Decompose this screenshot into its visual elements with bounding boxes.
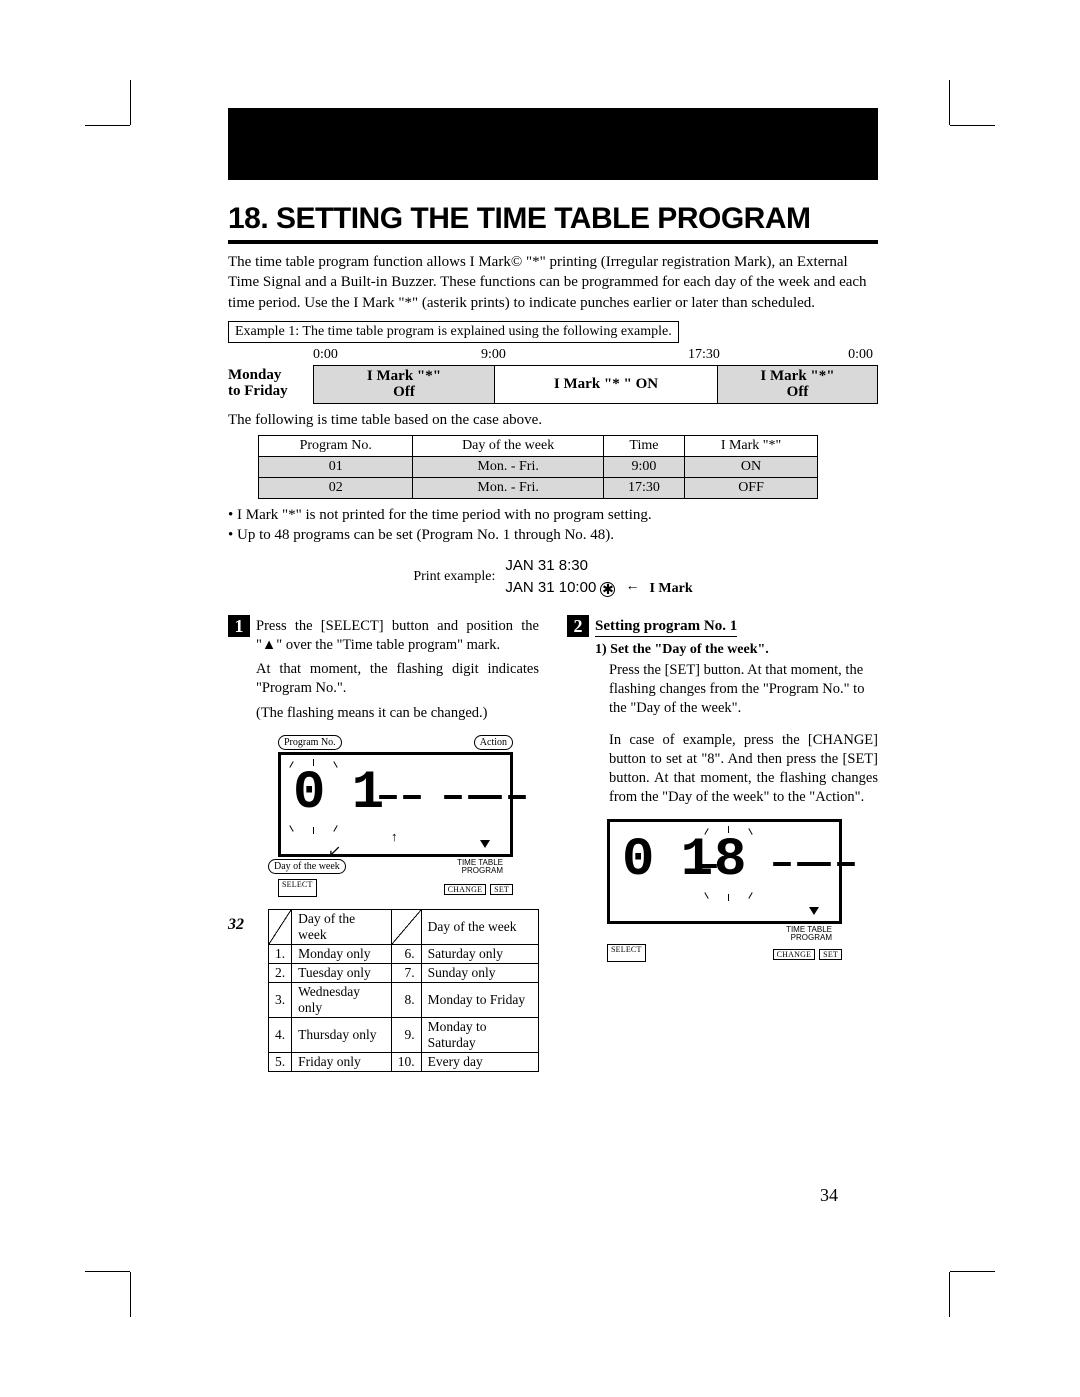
table-cell: 9:00 xyxy=(603,456,684,477)
step-number-badge: 1 xyxy=(228,615,250,637)
two-column-steps: 1 Press the [SELECT] button and position… xyxy=(228,617,878,1072)
step-number-badge: 2 xyxy=(567,615,589,637)
callout-oval: Program No. xyxy=(278,735,342,750)
select-button-label: SELECT xyxy=(278,879,317,897)
step-paragraph: In case of example, press the [CHANGE] b… xyxy=(609,731,878,806)
set-button-label: SET xyxy=(819,949,842,960)
table-caption: The following is time table based on the… xyxy=(228,412,878,429)
lcd-display: 0 1 –– –– –– ↑ xyxy=(278,752,513,857)
notes-list: • I Mark "*" is not printed for the time… xyxy=(228,505,878,546)
lcd-digits: 8 xyxy=(714,830,743,891)
step-paragraph: (The flashing means it can be changed.) xyxy=(256,704,539,723)
intro-paragraph: The time table program function allows I… xyxy=(228,252,878,313)
segment-off: I Mark "*" Off xyxy=(717,366,877,403)
table-header: Program No. xyxy=(259,435,413,456)
time-tick: 9:00 xyxy=(481,347,506,363)
table-cell: ON xyxy=(685,456,818,477)
callout-oval: Action xyxy=(474,735,513,750)
timeline-scale: 0:00 9:00 17:30 0:00 xyxy=(313,347,873,365)
time-tick: 17:30 xyxy=(688,347,720,363)
lcd-dash: –– xyxy=(481,775,529,820)
lcd-dash: –– xyxy=(810,842,858,887)
section-heading: 18. SETTING THE TIME TABLE PROGRAM xyxy=(228,202,878,236)
table-header: Time xyxy=(603,435,684,456)
page-frame: 18. SETTING THE TIME TABLE PROGRAM The t… xyxy=(108,78,978,1296)
segment-off: I Mark "*" Off xyxy=(314,366,494,403)
example-box: Example 1: The time table program is exp… xyxy=(228,321,679,343)
days-table: Day of the week Day of the week 1.Monday… xyxy=(268,909,539,1072)
table-cell: Mon. - Fri. xyxy=(413,456,603,477)
black-header-bar xyxy=(228,108,878,180)
substep-heading: 1) Set the "Day of the week". xyxy=(595,641,878,659)
heading-rule xyxy=(228,240,878,244)
step-paragraph: Press the [SELECT] button and position t… xyxy=(256,617,539,655)
lcd-illustration: Program No. Action 0 1 –– –– –– xyxy=(278,735,539,897)
time-tick: 0:00 xyxy=(313,347,338,363)
table-header: Day of the week xyxy=(292,909,392,944)
content-area: 18. SETTING THE TIME TABLE PROGRAM The t… xyxy=(228,108,878,1072)
change-button-label: CHANGE xyxy=(773,949,816,960)
note-item: • I Mark "*" is not printed for the time… xyxy=(228,505,878,525)
arrow-icon: ← xyxy=(625,579,639,595)
segment-on: I Mark "* " ON xyxy=(494,366,717,403)
step-paragraph: Press the [SET] button. At that moment, … xyxy=(609,661,878,718)
set-button-label: SET xyxy=(490,884,513,895)
step-2-column: 2 Setting program No. 1 1) Set the "Day … xyxy=(567,617,878,1072)
timeline-bar-row: Monday to Friday I Mark "*" Off I Mark "… xyxy=(228,365,878,404)
table-cell: 01 xyxy=(259,456,413,477)
program-table: Program No. Day of the week Time I Mark … xyxy=(258,435,818,499)
table-cell: OFF xyxy=(685,477,818,498)
star-icon: ✱ xyxy=(600,582,615,597)
callout-oval: Day of the week xyxy=(268,859,346,874)
table-header: Day of the week xyxy=(413,435,603,456)
diag-cell xyxy=(269,909,292,944)
lcd-illustration: 0 1 – 8 –– –– TIME TABLE xyxy=(607,819,878,962)
page-number-left: 32 xyxy=(228,916,244,934)
diag-cell xyxy=(391,909,421,944)
label-line: Monday xyxy=(228,367,313,384)
time-tick: 0:00 xyxy=(848,347,873,363)
timeline-bar: I Mark "*" Off I Mark "* " ON I Mark "*"… xyxy=(313,365,878,404)
lcd-display: 0 1 – 8 –– –– xyxy=(607,819,842,924)
print-example-label: Print example: xyxy=(413,569,495,585)
table-cell: Mon. - Fri. xyxy=(413,477,603,498)
table-header: Day of the week xyxy=(421,909,538,944)
table-header: I Mark "*" xyxy=(685,435,818,456)
page-number-right: 34 xyxy=(820,1185,838,1206)
print-example: Print example: JAN 31 8:30 JAN 31 10:00 … xyxy=(228,555,878,599)
step-1-column: 1 Press the [SELECT] button and position… xyxy=(228,617,539,1072)
table-cell: 02 xyxy=(259,477,413,498)
change-button-label: CHANGE xyxy=(444,884,487,895)
label-line: to Friday xyxy=(228,383,313,400)
note-item: • Up to 48 programs can be set (Program … xyxy=(228,525,878,545)
print-example-lines: JAN 31 8:30 JAN 31 10:00 ✱ xyxy=(505,555,615,599)
triangle-down-icon xyxy=(480,840,490,848)
lcd-dash: –– xyxy=(376,775,424,820)
print-mark-label: I Mark xyxy=(649,581,692,597)
step-paragraph: At that moment, the flashing digit indic… xyxy=(256,660,539,698)
table-cell: 17:30 xyxy=(603,477,684,498)
step-heading: Setting program No. 1 xyxy=(595,618,737,637)
arrow-up-icon: ↑ xyxy=(391,829,398,844)
select-button-label: SELECT xyxy=(607,944,646,962)
timeline-days-label: Monday to Friday xyxy=(228,365,313,404)
lcd-digits: 0 1 xyxy=(293,763,381,824)
triangle-down-icon xyxy=(809,907,819,915)
